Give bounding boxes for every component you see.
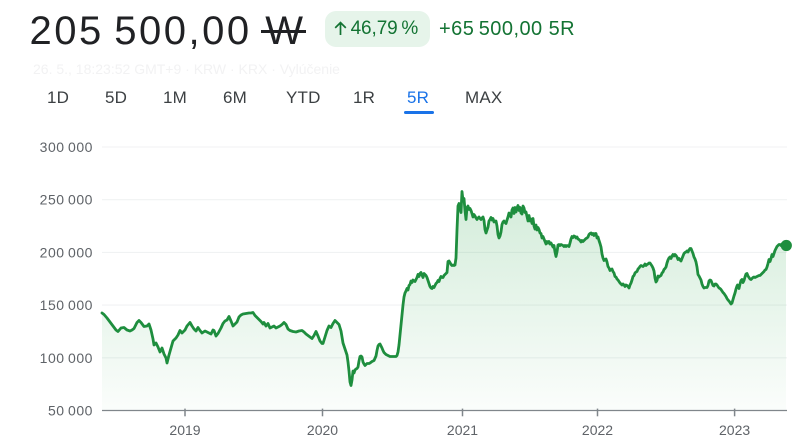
svg-text:2023: 2023: [719, 422, 750, 438]
svg-text:250 000: 250 000: [40, 192, 93, 208]
svg-text:2022: 2022: [582, 422, 613, 438]
svg-text:200 000: 200 000: [40, 244, 93, 260]
svg-text:2019: 2019: [169, 422, 200, 438]
svg-text:300 000: 300 000: [40, 139, 93, 155]
svg-text:100 000: 100 000: [40, 350, 93, 366]
svg-text:50 000: 50 000: [48, 403, 93, 419]
svg-text:150 000: 150 000: [40, 297, 93, 313]
svg-text:2020: 2020: [307, 422, 338, 438]
svg-text:2021: 2021: [447, 422, 478, 438]
